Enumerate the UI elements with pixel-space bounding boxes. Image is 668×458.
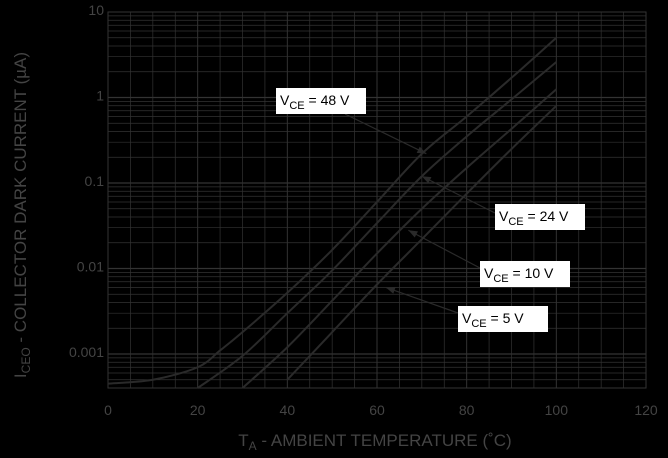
series-label-box [480,261,570,287]
series-lines [107,36,558,389]
series-label-text: VCE = 10 V [484,265,554,285]
series-line-4 [286,105,558,381]
y-tick-label: 0.01 [77,259,104,275]
y-tick-label: 1 [96,88,104,104]
annotation-arrow-head [408,230,418,238]
series-line-1 [107,36,557,385]
annotation-arrow-head [385,287,396,294]
x-tick-label: 40 [280,402,296,418]
x-tick-label: 100 [545,402,569,418]
plot-frame [107,11,647,389]
series-label-text: VCE = 5 V [462,310,524,330]
series-line-3 [241,88,557,389]
y-axis-title: ICEO - COLLECTOR DARK CURRENT (µA) [11,52,33,378]
series-labels: VCE = 48 V VCE = 24 V VCE = 10 V VCE = 5 V [276,88,585,332]
x-tick-label: 0 [104,402,112,418]
y-tick-label: 0.1 [85,173,105,189]
annotation-arrows [344,113,496,314]
x-tick-label: 20 [190,402,206,418]
annotation-arrow-line [421,175,496,214]
series-label-text: VCE = 48 V [280,92,350,112]
x-axis-title: TA - AMBIENT TEMPERATURE (˚C) [238,431,511,453]
series-label-box [495,204,585,230]
series-label-text: VCE = 24 V [499,208,569,228]
tick-labels: 0 20 40 60 80 100 120 10 1 0.1 0.01 0.001 [69,2,658,418]
y-tick-label: 10 [88,2,104,18]
y-tick-label: 0.001 [69,344,104,360]
annotation-arrow-head [416,146,427,154]
series-label-box [276,88,366,114]
series-label-box [458,306,548,332]
x-tick-label: 80 [459,402,475,418]
x-tick-label: 60 [369,402,385,418]
annotation-arrow-head [421,176,432,184]
x-tick-label: 120 [634,402,658,418]
series-line-2 [197,61,557,389]
annotation-arrow-line [408,229,481,269]
annotation-arrow-line [385,286,459,314]
annotation-arrow-line [344,113,427,155]
